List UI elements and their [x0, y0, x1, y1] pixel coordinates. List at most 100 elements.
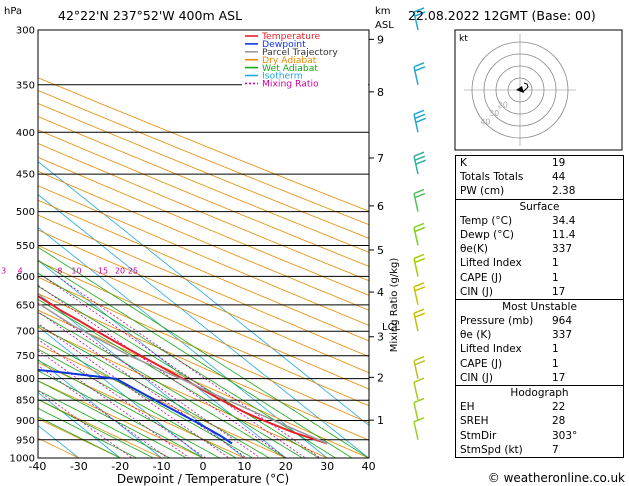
barb-staff — [413, 258, 419, 277]
index-value: 1 — [552, 271, 559, 284]
index-name: StmSpd (kt) — [460, 443, 523, 456]
barb-flag — [413, 355, 425, 362]
barb-flag — [414, 226, 426, 233]
mixing-ratio-line — [57, 276, 321, 458]
barb-flag — [413, 151, 425, 157]
header-date: 22.08.2022 12GMT (Base: 00) — [408, 8, 596, 23]
barb-flag — [413, 377, 425, 383]
index-value: 337 — [552, 243, 573, 256]
barb-flag — [414, 257, 426, 264]
index-name: CIN (J) — [460, 371, 493, 384]
index-name: Lifted Index — [460, 257, 522, 270]
isotherm-line — [38, 358, 162, 458]
dry-adiabat-line — [38, 380, 204, 458]
dry-adiabat-line — [38, 103, 369, 239]
legend-label: Mixing Ratio — [262, 79, 319, 90]
wind-barb — [413, 377, 425, 401]
barb-staff — [413, 360, 419, 379]
isotherm-line — [38, 227, 328, 458]
barb-flag — [413, 253, 425, 260]
wet-adiabat-line — [38, 311, 287, 458]
km-tick-label: 3 — [377, 331, 384, 344]
index-row: Pressure (mb) 964 — [456, 314, 623, 328]
index-section-title: Hodograph — [456, 385, 623, 400]
index-name: SREH — [460, 415, 489, 428]
wind-barb — [413, 282, 426, 306]
wet-adiabat-line — [38, 336, 253, 458]
barb-flag — [413, 397, 425, 404]
km-tick-label: 6 — [377, 200, 384, 213]
index-name: Temp (°C) — [460, 214, 513, 227]
pressure-tick-label: 1000 — [10, 454, 35, 465]
index-name: CAPE (J) — [460, 357, 503, 370]
wind-barb — [413, 109, 427, 133]
hodograph-unit-label: kt — [459, 34, 468, 44]
index-value: 964 — [552, 315, 573, 328]
barb-flag — [414, 192, 426, 199]
barb-flag — [415, 159, 427, 165]
index-row: StmDir 303° — [456, 429, 623, 443]
index-name: CIN (J) — [460, 285, 493, 298]
temp-tick-label: 0 — [200, 460, 207, 473]
hodograph-ring-label: 30 — [489, 109, 499, 118]
pressure-tick-label: 600 — [16, 272, 35, 283]
pressure-tick-label: 950 — [16, 435, 35, 446]
index-row: Lifted Index 1 — [456, 256, 623, 270]
index-value: 2.38 — [552, 185, 576, 198]
dry-adiabat-line — [38, 398, 162, 458]
wet-adiabat-line — [38, 359, 220, 458]
pressure-tick-label: 500 — [16, 207, 35, 218]
mixing-ratio-line — [42, 276, 306, 458]
index-value: 28 — [552, 415, 566, 428]
temp-tick-label: -10 — [153, 460, 171, 473]
barb-flag — [414, 11, 426, 17]
series-temperature — [38, 295, 328, 445]
dry-adiabat-line — [38, 344, 286, 458]
wet-adiabat-line — [38, 259, 353, 458]
km-tick-label: 9 — [377, 33, 384, 46]
index-row: Temp (°C) 34.4 — [456, 214, 623, 228]
isotherm-line — [38, 161, 369, 426]
pressure-tick-label: 300 — [16, 26, 35, 37]
index-name: StmDir — [460, 429, 497, 442]
barb-flag — [414, 359, 426, 366]
mixing-ratio-axis-label: Mixing Ratio (g/kg) — [389, 258, 400, 353]
wet-adiabat-line — [38, 389, 171, 458]
barb-staff — [413, 286, 419, 306]
index-name: Pressure (mb) — [460, 315, 534, 328]
index-value: 1 — [552, 257, 559, 270]
wind-barb — [413, 355, 426, 379]
index-row: CAPE (J) 1 — [456, 357, 623, 371]
wind-barb — [413, 417, 425, 440]
wet-adiabat-line — [38, 348, 237, 458]
barb-flag — [413, 222, 425, 229]
pressure-tick-label: 650 — [16, 300, 35, 311]
index-row: Lifted Index 1 — [456, 342, 623, 356]
barb-staff — [413, 421, 419, 440]
isotherm-line — [38, 293, 245, 458]
indices-table: K 19 Totals Totals 44 PW (cm) 2.38 Surface Temp… — [455, 155, 624, 458]
index-row: EH 22 — [456, 400, 623, 414]
barb-staff — [413, 382, 419, 401]
index-row: PW (cm) 2.38 — [456, 184, 623, 198]
temp-tick-label: 30 — [320, 460, 334, 473]
lcl-label: LCL — [382, 322, 401, 333]
km-tick-label: 4 — [377, 286, 384, 299]
mixing-ratio-line — [38, 389, 133, 458]
km-tick-label: 2 — [377, 371, 384, 384]
sounding-curves — [38, 295, 328, 445]
index-name: EH — [460, 401, 475, 414]
index-value: 17 — [552, 371, 566, 384]
index-value: 11.4 — [552, 228, 576, 241]
index-row: Totals Totals 44 — [456, 170, 623, 184]
axes: 3003504004505005506006507007508008509009… — [10, 26, 401, 474]
barb-flag — [413, 188, 425, 195]
km-tick-label: 1 — [377, 414, 384, 427]
mixing-ratio-value-label: 25 — [128, 266, 138, 275]
index-row: CIN (J) 17 — [456, 371, 623, 385]
barb-flag — [414, 286, 426, 292]
index-row: StmSpd (kt) 7 — [456, 443, 623, 457]
barb-flag — [413, 62, 425, 68]
wind-barbs — [413, 7, 427, 440]
